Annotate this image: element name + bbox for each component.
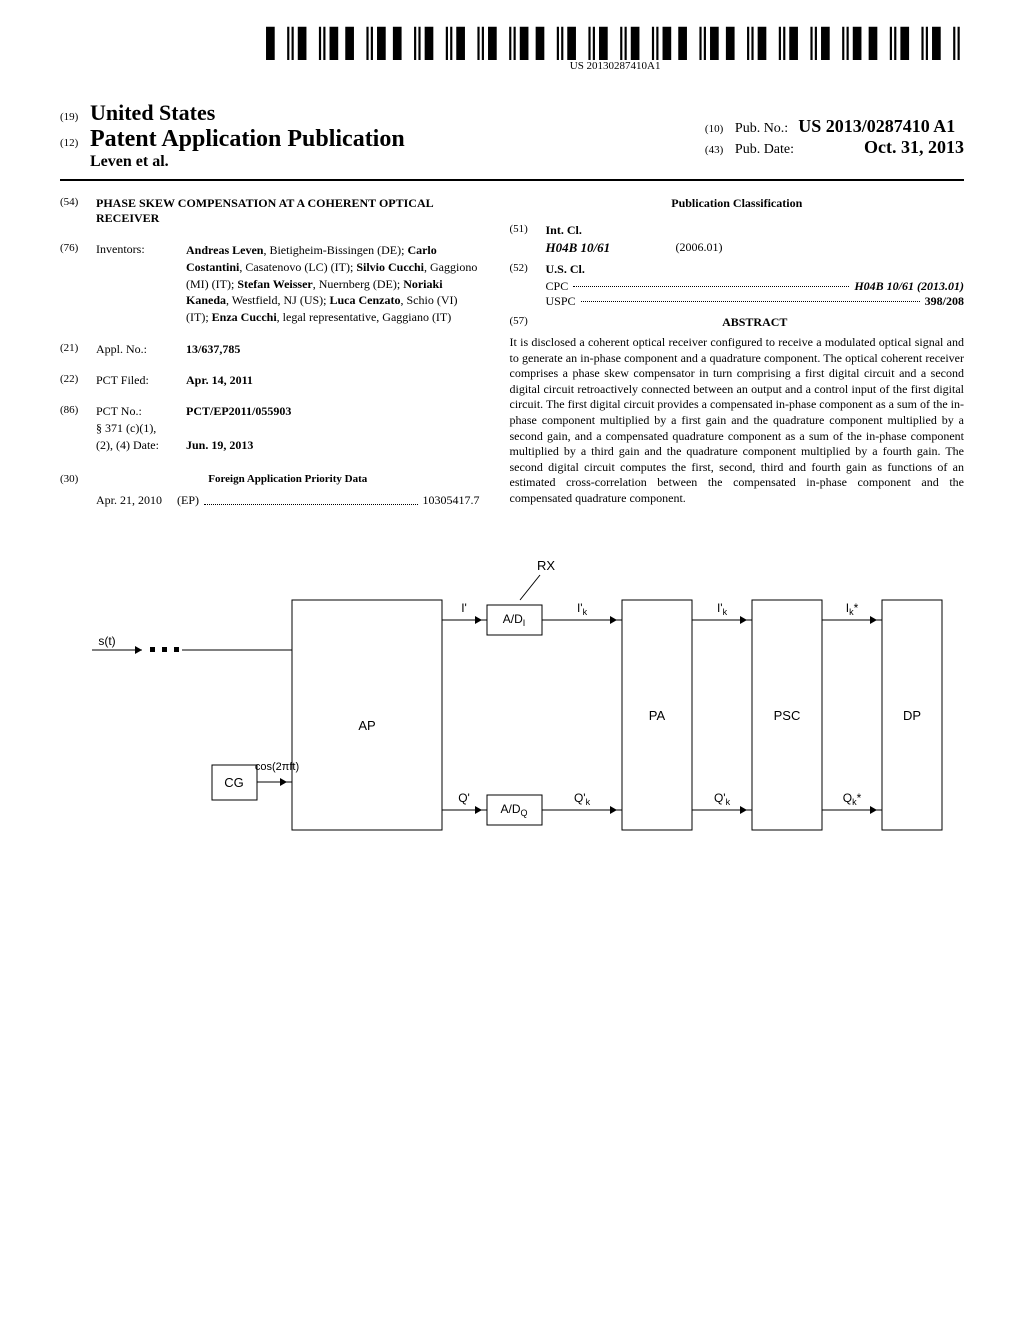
intcl-version: (2006.01) (676, 240, 723, 256)
pctfiled-label: PCT Filed: (96, 373, 186, 388)
uspc-label: USPC (546, 294, 576, 309)
signal-qprime: Q' (458, 791, 470, 805)
right-column: Publication Classification (51) Int. Cl.… (510, 196, 964, 520)
signal-qkstar: Qk* (843, 791, 862, 807)
svg-text:DP: DP (903, 708, 921, 723)
dotted-leader (204, 490, 418, 505)
patent-title: PHASE SKEW COMPENSATION AT A COHERENT OP… (96, 196, 480, 226)
abstract-text: It is disclosed a coherent optical recei… (510, 335, 964, 507)
date24-value: Jun. 19, 2013 (186, 438, 480, 453)
signal-ikprime: I'k (577, 601, 588, 617)
signal-st: s(t) (98, 634, 115, 648)
pctno-value: PCT/EP2011/055903 (186, 404, 480, 419)
signal-ikstar: Ik* (846, 601, 859, 617)
barcode-text: US 20130287410A1 (266, 60, 964, 72)
uscl-label: U.S. Cl. (546, 262, 585, 277)
applno-label: Appl. No.: (96, 342, 186, 357)
country-name: United States (90, 100, 215, 126)
barcode-section: ▌║▌║▌▌║▌▌║▌║▌║▌║▌▌║▌║▌║▌║▌▌║▌▌║▌║▌║▌║▌▌║… (266, 30, 964, 72)
code-52: (52) (510, 262, 546, 277)
pub-no-value: US 2013/0287410 A1 (798, 116, 955, 137)
code-22: (22) (60, 373, 96, 388)
dotted-leader (573, 286, 849, 287)
priority-country: (EP) (177, 493, 199, 508)
code-76: (76) (60, 242, 96, 326)
pub-date-label: Pub. Date: (735, 142, 794, 158)
svg-text:A/DI: A/DI (503, 612, 526, 628)
left-column: (54) PHASE SKEW COMPENSATION AT A COHERE… (60, 196, 480, 520)
pctno-label: PCT No.: (96, 404, 186, 419)
code-30: (30) (60, 473, 96, 485)
uspc-value: 398/208 (925, 294, 964, 309)
priority-date: Apr. 21, 2010 (96, 493, 162, 508)
priority-heading: Foreign Application Priority Data (96, 473, 480, 485)
cpc-label: CPC (546, 279, 569, 294)
sect371-label: § 371 (c)(1), (96, 421, 186, 436)
pub-info-right: (10) Pub. No.: US 2013/0287410 A1 (43) P… (705, 116, 964, 158)
svg-text:A/DQ: A/DQ (500, 802, 527, 818)
classification-heading: Publication Classification (510, 196, 964, 211)
header-divider (60, 179, 964, 181)
intcl-class: H04B 10/61 (546, 240, 676, 256)
authors-etal: Leven et al. (90, 153, 169, 171)
two-column-layout: (54) PHASE SKEW COMPENSATION AT A COHERE… (60, 196, 964, 520)
code-21: (21) (60, 342, 96, 357)
code-51: (51) (510, 223, 546, 238)
signal-iprime: I' (461, 601, 467, 615)
block-ap (292, 600, 442, 830)
svg-text:PA: PA (649, 708, 666, 723)
signal-cos: cos(2πft) (255, 761, 299, 773)
pub-no-label: Pub. No.: (735, 121, 788, 137)
intcl-label: Int. Cl. (546, 223, 582, 238)
svg-text:CG: CG (224, 775, 244, 790)
pctfiled-value: Apr. 14, 2011 (186, 373, 480, 388)
rx-label: RX (537, 558, 555, 573)
cpc-value: H04B 10/61 (2013.01) (854, 279, 964, 294)
code-54: (54) (60, 196, 96, 226)
date24-label: (2), (4) Date: (96, 438, 186, 453)
svg-text:PSC: PSC (774, 708, 801, 723)
code-12: (12) (60, 137, 90, 149)
priority-number: 10305417.7 (423, 493, 480, 508)
code-43: (43) (705, 144, 735, 156)
abstract-heading: ABSTRACT (546, 315, 964, 330)
barcode-graphic: ▌║▌║▌▌║▌▌║▌║▌║▌║▌▌║▌║▌║▌║▌▌║▌▌║▌║▌║▌║▌▌║… (266, 30, 964, 58)
signal-qkprime2: Q'k (714, 791, 731, 807)
code-19: (19) (60, 111, 90, 123)
inventors-label: Inventors: (96, 242, 186, 326)
code-86: (86) (60, 404, 96, 419)
code-57: (57) (510, 315, 546, 335)
applno-value: 13/637,785 (186, 342, 480, 357)
signal-qkprime: Q'k (574, 791, 591, 807)
signal-ikprime2: I'k (717, 601, 728, 617)
inventors-list: Andreas Leven, Bietigheim-Bissingen (DE)… (186, 242, 480, 326)
pub-date-value: Oct. 31, 2013 (864, 137, 964, 158)
block-diagram: RX s(t) AP CG cos(2πft) I' A/DI (60, 550, 964, 890)
publication-type: Patent Application Publication (90, 126, 405, 153)
svg-text:AP: AP (358, 718, 375, 733)
dotted-leader (581, 301, 920, 302)
code-10: (10) (705, 123, 735, 135)
